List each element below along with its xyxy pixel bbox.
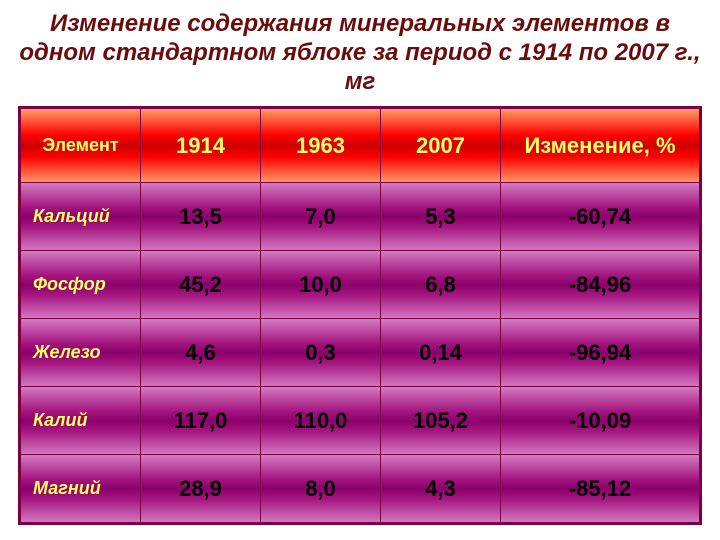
- table-wrap: Элемент 1914 1963 2007 Изменение, % Каль…: [18, 106, 702, 525]
- table-row: Железо 4,6 0,3 0,14 -96,94: [21, 319, 700, 387]
- cell-1963: 0,3: [261, 319, 381, 387]
- cell-change: -60,74: [501, 183, 700, 251]
- cell-2007: 105,2: [381, 387, 501, 455]
- col-header-1914: 1914: [141, 109, 261, 183]
- cell-element: Калий: [21, 387, 141, 455]
- table-row: Калий 117,0 110,0 105,2 -10,09: [21, 387, 700, 455]
- cell-change: -96,94: [501, 319, 700, 387]
- cell-1963: 8,0: [261, 455, 381, 523]
- cell-change: -85,12: [501, 455, 700, 523]
- cell-2007: 4,3: [381, 455, 501, 523]
- table-row: Кальций 13,5 7,0 5,3 -60,74: [21, 183, 700, 251]
- col-header-1963: 1963: [261, 109, 381, 183]
- slide-title: Изменение содержания минеральных элемент…: [18, 10, 702, 96]
- cell-1914: 28,9: [141, 455, 261, 523]
- cell-1914: 13,5: [141, 183, 261, 251]
- cell-change: -84,96: [501, 251, 700, 319]
- cell-element: Кальций: [21, 183, 141, 251]
- col-header-change: Изменение, %: [501, 109, 700, 183]
- slide: Изменение содержания минеральных элемент…: [0, 0, 720, 540]
- cell-1963: 10,0: [261, 251, 381, 319]
- cell-1914: 4,6: [141, 319, 261, 387]
- cell-element: Фосфор: [21, 251, 141, 319]
- cell-element: Железо: [21, 319, 141, 387]
- cell-2007: 0,14: [381, 319, 501, 387]
- table-row: Магний 28,9 8,0 4,3 -85,12: [21, 455, 700, 523]
- cell-2007: 5,3: [381, 183, 501, 251]
- cell-1914: 45,2: [141, 251, 261, 319]
- cell-element: Магний: [21, 455, 141, 523]
- mineral-table: Элемент 1914 1963 2007 Изменение, % Каль…: [20, 108, 700, 523]
- cell-2007: 6,8: [381, 251, 501, 319]
- col-header-element: Элемент: [21, 109, 141, 183]
- table-row: Фосфор 45,2 10,0 6,8 -84,96: [21, 251, 700, 319]
- table-header-row: Элемент 1914 1963 2007 Изменение, %: [21, 109, 700, 183]
- cell-1914: 117,0: [141, 387, 261, 455]
- cell-1963: 7,0: [261, 183, 381, 251]
- cell-1963: 110,0: [261, 387, 381, 455]
- col-header-2007: 2007: [381, 109, 501, 183]
- cell-change: -10,09: [501, 387, 700, 455]
